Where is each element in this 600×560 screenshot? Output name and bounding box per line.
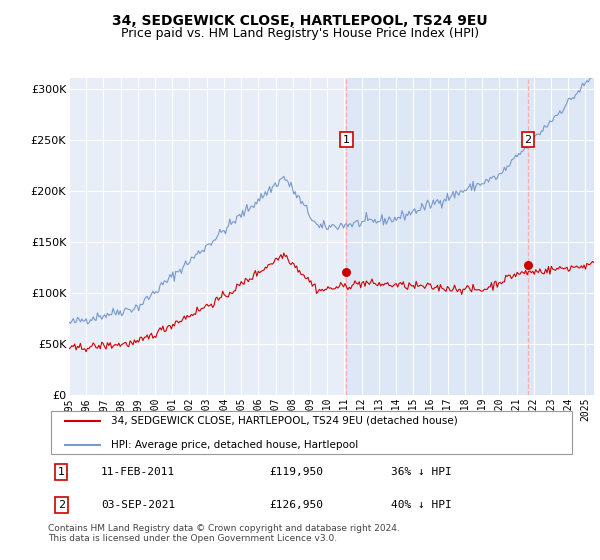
Text: 03-SEP-2021: 03-SEP-2021 bbox=[101, 500, 175, 510]
Point bbox=[341, 268, 351, 277]
Bar bbox=[346, 78, 594, 395]
Text: 34, SEDGEWICK CLOSE, HARTLEPOOL, TS24 9EU (detached house): 34, SEDGEWICK CLOSE, HARTLEPOOL, TS24 9E… bbox=[112, 416, 458, 426]
Text: Price paid vs. HM Land Registry's House Price Index (HPI): Price paid vs. HM Land Registry's House … bbox=[121, 27, 479, 40]
Text: 36% ↓ HPI: 36% ↓ HPI bbox=[391, 467, 452, 477]
Text: 2: 2 bbox=[58, 500, 65, 510]
Point bbox=[523, 261, 533, 270]
FancyBboxPatch shape bbox=[50, 410, 572, 455]
Text: £119,950: £119,950 bbox=[270, 467, 324, 477]
Text: 1: 1 bbox=[343, 134, 350, 144]
Text: 40% ↓ HPI: 40% ↓ HPI bbox=[391, 500, 452, 510]
Text: HPI: Average price, detached house, Hartlepool: HPI: Average price, detached house, Hart… bbox=[112, 440, 359, 450]
Text: 34, SEDGEWICK CLOSE, HARTLEPOOL, TS24 9EU: 34, SEDGEWICK CLOSE, HARTLEPOOL, TS24 9E… bbox=[112, 14, 488, 28]
Text: £126,950: £126,950 bbox=[270, 500, 324, 510]
Text: 11-FEB-2011: 11-FEB-2011 bbox=[101, 467, 175, 477]
Text: Contains HM Land Registry data © Crown copyright and database right 2024.
This d: Contains HM Land Registry data © Crown c… bbox=[48, 524, 400, 543]
Text: 2: 2 bbox=[524, 134, 532, 144]
Text: 1: 1 bbox=[58, 467, 65, 477]
